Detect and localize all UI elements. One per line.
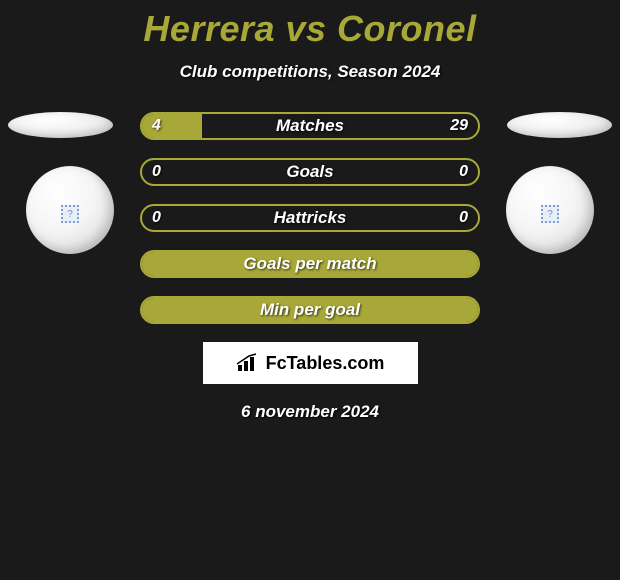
stat-val-right: 0 bbox=[459, 209, 468, 227]
stat-val-right: 0 bbox=[459, 163, 468, 181]
stat-row-matches: 4 Matches 29 bbox=[140, 112, 480, 140]
stat-row-min-per-goal: Min per goal bbox=[140, 296, 480, 324]
chart-bars-icon bbox=[236, 353, 262, 373]
stat-label: Hattricks bbox=[142, 208, 478, 228]
subtitle: Club competitions, Season 2024 bbox=[0, 62, 620, 82]
club-circle-right: ? bbox=[506, 166, 594, 254]
stat-val-right: 29 bbox=[450, 117, 468, 135]
stat-label: Matches bbox=[142, 116, 478, 136]
club-badge-placeholder-icon: ? bbox=[61, 205, 79, 223]
stat-label: Min per goal bbox=[142, 300, 478, 320]
player-marker-right bbox=[507, 112, 612, 138]
logo-box: FcTables.com bbox=[203, 342, 418, 384]
player-marker-left bbox=[8, 112, 113, 138]
date-label: 6 november 2024 bbox=[0, 402, 620, 422]
stat-bars: 4 Matches 29 0 Goals 0 0 Hattricks 0 Goa… bbox=[140, 112, 480, 324]
logo-text: FcTables.com bbox=[266, 353, 385, 374]
stat-row-goals: 0 Goals 0 bbox=[140, 158, 480, 186]
stat-label: Goals bbox=[142, 162, 478, 182]
page-title: Herrera vs Coronel bbox=[0, 0, 620, 50]
club-badge-placeholder-icon: ? bbox=[541, 205, 559, 223]
club-circle-left: ? bbox=[26, 166, 114, 254]
stat-row-goals-per-match: Goals per match bbox=[140, 250, 480, 278]
stat-label: Goals per match bbox=[142, 254, 478, 274]
stat-row-hattricks: 0 Hattricks 0 bbox=[140, 204, 480, 232]
comparison-container: ? ? 4 Matches 29 0 Goals 0 0 Hattricks 0 bbox=[0, 112, 620, 384]
